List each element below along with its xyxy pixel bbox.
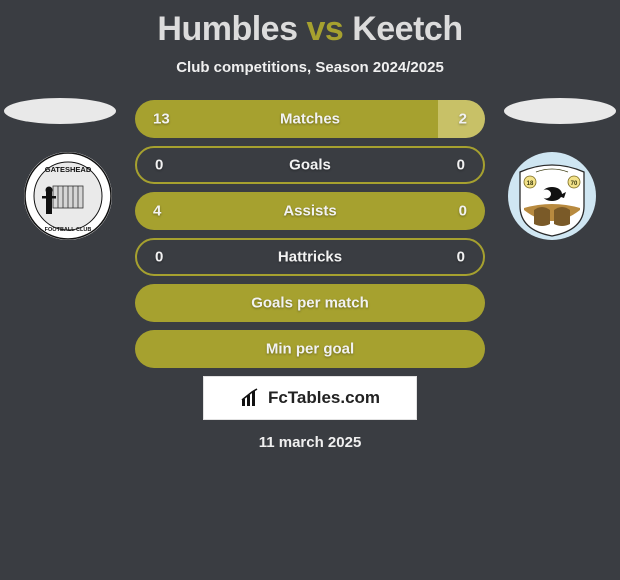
ellipse-left bbox=[4, 98, 116, 124]
stats-area: GATESHEAD FOOTBALL CLUB bbox=[0, 100, 620, 451]
stat-value-left: 0 bbox=[155, 157, 163, 174]
stat-label: Hattricks bbox=[278, 249, 342, 266]
stat-row: Hattricks 0 0 bbox=[135, 238, 485, 276]
stat-value-right: 2 bbox=[459, 111, 467, 128]
brand-box: FcTables.com bbox=[203, 376, 417, 420]
right-crest-icon: 18 70 bbox=[508, 152, 596, 240]
stat-value-right: 0 bbox=[457, 249, 465, 266]
ellipse-right bbox=[504, 98, 616, 124]
stat-label: Min per goal bbox=[266, 341, 354, 358]
stat-label: Matches bbox=[280, 111, 340, 128]
stat-label: Goals bbox=[289, 157, 331, 174]
page-title: Humbles vs Keetch bbox=[0, 10, 620, 49]
chart-icon bbox=[240, 388, 262, 408]
stat-label: Assists bbox=[283, 203, 336, 220]
gateshead-crest-icon: GATESHEAD FOOTBALL CLUB bbox=[24, 152, 112, 240]
stat-label: Goals per match bbox=[251, 295, 369, 312]
comparison-bars: Matches132Goals00Assists40Hattricks00Goa… bbox=[135, 100, 485, 368]
date-line: 11 march 2025 bbox=[0, 434, 620, 451]
stat-value-right: 0 bbox=[457, 157, 465, 174]
player-right-name: Keetch bbox=[352, 10, 462, 48]
crest-num-right: 70 bbox=[571, 181, 578, 187]
crest-top-text: GATESHEAD bbox=[45, 165, 92, 174]
stat-row: Matches 13 2 bbox=[135, 100, 485, 138]
stat-row: Assists 4 0 bbox=[135, 192, 485, 230]
stat-row: Goals 0 0 bbox=[135, 146, 485, 184]
subtitle: Club competitions, Season 2024/2025 bbox=[0, 59, 620, 76]
stat-value-left: 4 bbox=[153, 203, 161, 220]
stat-row: Goals per match bbox=[135, 284, 485, 322]
club-badge-left: GATESHEAD FOOTBALL CLUB bbox=[24, 152, 112, 240]
stat-row: Min per goal bbox=[135, 330, 485, 368]
stat-value-right: 0 bbox=[459, 203, 467, 220]
club-badge-right: 18 70 bbox=[508, 152, 596, 240]
stat-value-left: 13 bbox=[153, 111, 170, 128]
crest-bottom-text: FOOTBALL CLUB bbox=[45, 227, 92, 233]
vs-word: vs bbox=[306, 10, 343, 48]
brand-text: FcTables.com bbox=[268, 388, 380, 408]
stat-value-left: 0 bbox=[155, 249, 163, 266]
player-left-name: Humbles bbox=[157, 10, 297, 48]
crest-num-left: 18 bbox=[527, 181, 534, 187]
